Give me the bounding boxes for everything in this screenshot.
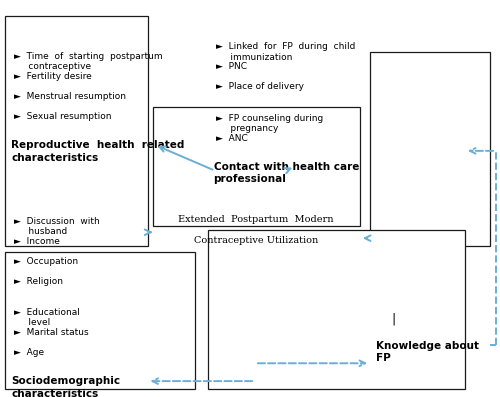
Text: ►  Age: ► Age — [14, 348, 44, 357]
Text: ►  Marital status: ► Marital status — [14, 328, 88, 337]
Text: Knowledge about
FP: Knowledge about FP — [376, 341, 479, 363]
Text: ►  Time  of  starting  postpartum
     contraceptive: ► Time of starting postpartum contracept… — [14, 52, 162, 71]
Bar — [5, 252, 195, 389]
Text: ►  Place of delivery: ► Place of delivery — [216, 82, 304, 91]
Text: Extended  Postpartum  Modern

Contraceptive Utilization: Extended Postpartum Modern Contraceptive… — [178, 215, 334, 245]
Text: ►  Educational
     level: ► Educational level — [14, 308, 80, 328]
Text: ►  Fertility desire: ► Fertility desire — [14, 72, 91, 81]
Text: ►  Sexual resumption: ► Sexual resumption — [14, 112, 111, 121]
Text: Reproductive  health  related
characteristics: Reproductive health related characterist… — [11, 140, 184, 162]
Bar — [370, 52, 490, 246]
Bar — [152, 107, 360, 226]
Text: Sociodemographic
characteristics: Sociodemographic characteristics — [11, 376, 120, 397]
Text: ►  Occupation: ► Occupation — [14, 257, 78, 266]
Bar — [208, 230, 465, 389]
Text: |: | — [391, 312, 395, 325]
Text: Contact with health care
professional: Contact with health care professional — [214, 162, 359, 184]
Text: ►  ANC: ► ANC — [216, 133, 248, 143]
Text: ►  Discussion  with
     husband: ► Discussion with husband — [14, 217, 99, 236]
Text: ►  FP counseling during
     pregnancy: ► FP counseling during pregnancy — [216, 114, 323, 133]
Text: ►  PNC: ► PNC — [216, 62, 247, 71]
Text: ►  Religion: ► Religion — [14, 277, 62, 286]
Text: ►  Linked  for  FP  during  child
     immunization: ► Linked for FP during child immunizatio… — [216, 42, 356, 62]
Text: ►  Menstrual resumption: ► Menstrual resumption — [14, 92, 126, 101]
Bar — [5, 16, 148, 246]
Text: ►  Income: ► Income — [14, 237, 60, 246]
